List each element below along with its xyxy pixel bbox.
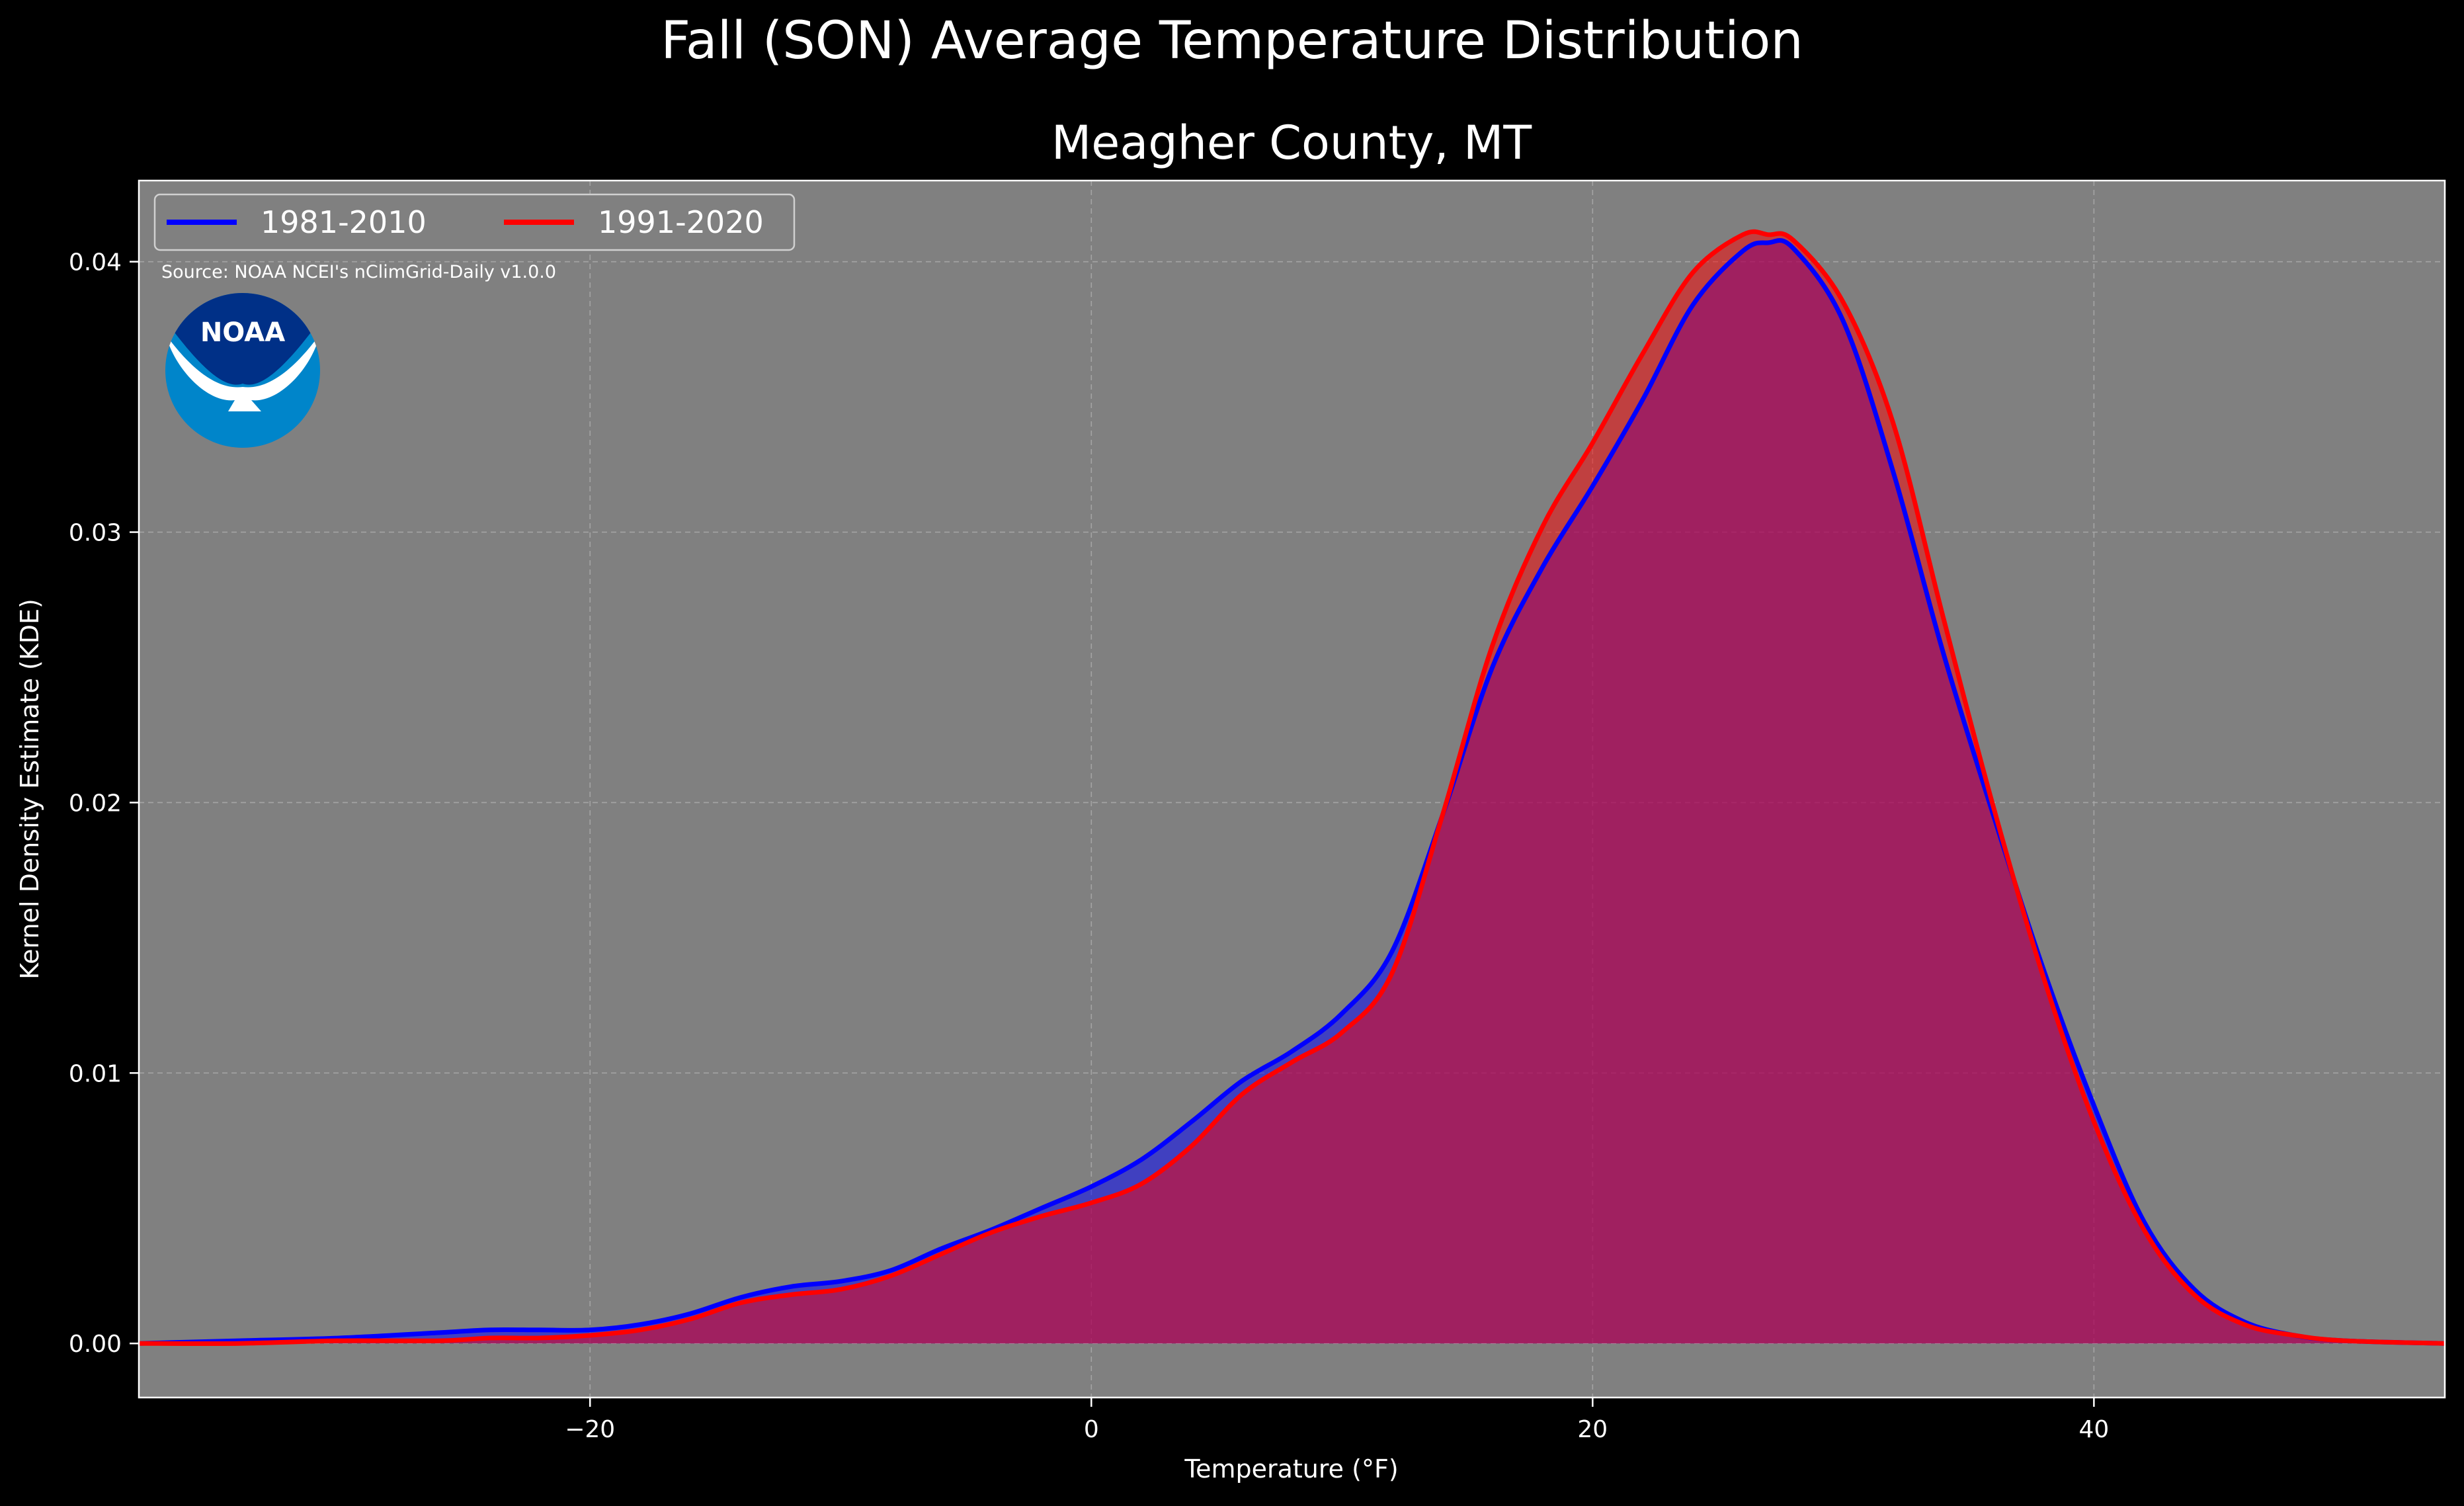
x-axis-label: Temperature (°F) — [1184, 1454, 1398, 1484]
x-tick-label-3: 40 — [2078, 1416, 2109, 1443]
noaa-logo-text: NOAA — [200, 317, 285, 348]
legend-box — [153, 193, 796, 251]
series-fill-1991-2020 — [139, 231, 2445, 1344]
y-tick-label-0: 0.00 — [69, 1331, 122, 1358]
legend: 1981-2010 1991-2020 — [153, 193, 796, 251]
y-tick-label-3: 0.03 — [69, 520, 122, 547]
series-line-1991-2020 — [139, 229, 2445, 1347]
y-axis-label: Kernel Density Estimate (KDE) — [15, 599, 44, 980]
chart-suptitle: Fall (SON) Average Temperature Distribut… — [661, 11, 1803, 71]
x-tick-label-2: 20 — [1577, 1416, 1608, 1443]
x-axis-ticks: −20 0 20 40 — [565, 1398, 2109, 1443]
legend-label-1981-2010: 1981-2010 — [261, 204, 427, 240]
y-tick-label-1: 0.01 — [69, 1060, 122, 1087]
legend-label-1991-2020: 1991-2020 — [598, 204, 764, 240]
plot-frame — [138, 179, 2446, 1399]
chart-title: Meagher County, MT — [1051, 116, 1532, 170]
y-tick-label-2: 0.02 — [69, 790, 122, 817]
x-tick-label-0: −20 — [565, 1416, 615, 1443]
y-tick-label-4: 0.04 — [69, 249, 122, 276]
x-tick-label-1: 0 — [1084, 1416, 1099, 1443]
y-axis-ticks: 0.00 0.01 0.02 0.03 0.04 — [69, 249, 139, 1358]
source-note: Source: NOAA NCEI's nClimGrid-Daily v1.0… — [161, 262, 556, 282]
series-layer — [139, 229, 2445, 1347]
